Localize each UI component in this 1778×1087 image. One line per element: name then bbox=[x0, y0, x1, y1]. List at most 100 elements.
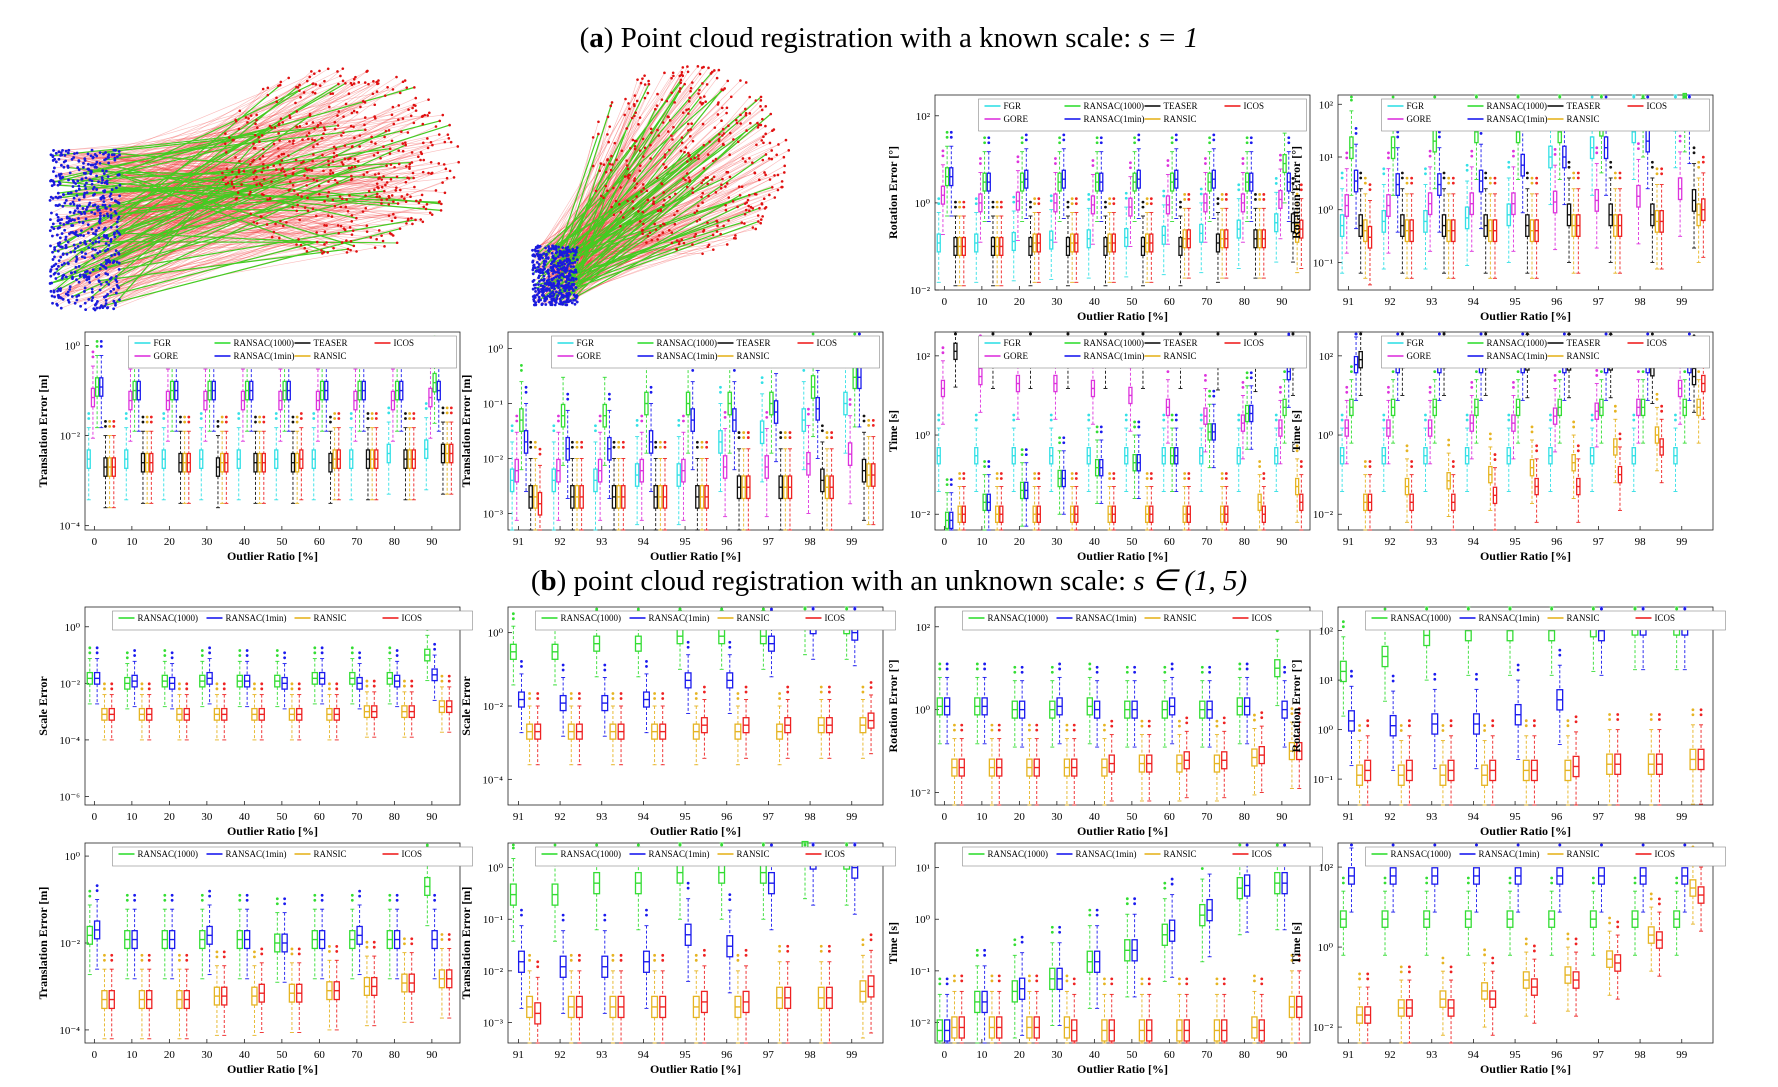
outlier-point bbox=[937, 202, 941, 206]
box-ransic bbox=[369, 412, 375, 501]
legend-item: GORE bbox=[154, 351, 179, 361]
legend-item: RANSIC bbox=[1567, 114, 1600, 124]
box-icos bbox=[1224, 193, 1229, 279]
outlier-point bbox=[1488, 176, 1492, 180]
outlier-point bbox=[274, 417, 278, 420]
box-icos bbox=[1149, 197, 1154, 283]
x-tick-label: 30 bbox=[201, 536, 213, 548]
outlier-point bbox=[1099, 136, 1103, 140]
outlier-point bbox=[220, 420, 224, 424]
outlier-point bbox=[1363, 176, 1367, 180]
outlier-point bbox=[374, 417, 378, 420]
outlier-point bbox=[141, 420, 145, 424]
outlier-point bbox=[254, 420, 257, 424]
box-ransac-1min- bbox=[1478, 127, 1484, 230]
box-fgr bbox=[1049, 194, 1054, 280]
outlier-point bbox=[95, 339, 99, 343]
x-axis-label: Outlier Ratio [%] bbox=[227, 549, 318, 563]
outlier-point bbox=[1095, 141, 1099, 145]
outlier-point bbox=[1572, 171, 1576, 175]
outlier-point bbox=[1108, 197, 1112, 201]
outlier-point bbox=[1129, 166, 1132, 170]
outlier-point bbox=[112, 425, 116, 428]
outlier-point bbox=[1368, 188, 1372, 192]
box-ransac-1000- bbox=[1207, 136, 1212, 222]
outlier-point bbox=[262, 420, 266, 424]
outlier-line bbox=[114, 132, 310, 159]
box-fgr bbox=[1339, 171, 1345, 274]
box-ransic bbox=[1446, 176, 1451, 279]
outlier-point bbox=[1216, 197, 1220, 201]
box-fgr bbox=[199, 412, 204, 501]
point-cloud-figure-1 bbox=[48, 67, 460, 312]
outlier-point bbox=[295, 420, 299, 424]
outlier-point bbox=[108, 420, 112, 423]
outlier-point bbox=[1391, 95, 1395, 99]
legend-item: RANSAC(1min) bbox=[1084, 114, 1145, 124]
box-teaser bbox=[1525, 171, 1530, 274]
box-icos bbox=[961, 200, 966, 287]
outlier-point bbox=[1516, 95, 1520, 99]
outlier-point bbox=[112, 420, 116, 423]
box-ransic bbox=[1613, 171, 1618, 274]
outlier-point bbox=[1279, 153, 1282, 157]
outlier-point bbox=[1465, 168, 1469, 172]
outlier-point bbox=[1637, 147, 1640, 151]
legend-item: GORE bbox=[1004, 114, 1029, 124]
outlier-point bbox=[1249, 136, 1253, 140]
box-ransic bbox=[219, 415, 225, 504]
box-icos bbox=[186, 415, 191, 504]
box-ransac-1min- bbox=[1353, 127, 1359, 230]
outlier-point bbox=[1447, 181, 1451, 185]
x-tick-label: 60 bbox=[314, 536, 326, 548]
legend: FGR RANSAC(1000) TEASER ICOS GORE RANSAC(1min… bbox=[978, 98, 1307, 132]
x-tick-label: 0 bbox=[92, 536, 98, 548]
box-ransic bbox=[1654, 167, 1660, 270]
box-ransic bbox=[1144, 197, 1150, 283]
box-fgr bbox=[1199, 187, 1204, 274]
box-teaser bbox=[1691, 146, 1697, 249]
section-b-text: point cloud registration with an unknown… bbox=[573, 565, 1134, 597]
outlier-point bbox=[366, 417, 370, 420]
outlier-point bbox=[1433, 95, 1437, 99]
box-ransic bbox=[332, 412, 337, 501]
x-tick-label: 50 bbox=[276, 536, 288, 548]
outlier-point bbox=[1279, 158, 1282, 162]
x-axis-label: Outlier Ratio [%] bbox=[1077, 309, 1168, 323]
outlier-point bbox=[1530, 181, 1534, 185]
outlier-point bbox=[1484, 171, 1488, 175]
outlier-point bbox=[1104, 205, 1107, 209]
box-gore bbox=[1053, 157, 1058, 243]
outlier-point bbox=[524, 390, 528, 394]
outlier-point bbox=[449, 406, 453, 410]
outlier-point bbox=[1447, 176, 1451, 180]
box-fgr bbox=[1464, 163, 1470, 266]
box-icos bbox=[374, 412, 379, 501]
outlier-point bbox=[1600, 95, 1603, 99]
box-fgr bbox=[236, 412, 241, 501]
outlier-point bbox=[404, 417, 407, 420]
outlier-point bbox=[1124, 191, 1128, 195]
outlier-point bbox=[104, 420, 107, 423]
outlier-line bbox=[88, 142, 431, 165]
outlier-point bbox=[1216, 202, 1220, 206]
box-gore bbox=[1594, 146, 1600, 249]
x-tick-label: 0 bbox=[942, 296, 948, 308]
outlier-point bbox=[1029, 200, 1032, 204]
box-teaser bbox=[953, 200, 958, 287]
outlier-point bbox=[91, 355, 95, 359]
box-ransac-1min- bbox=[1211, 133, 1216, 219]
outlier-point bbox=[274, 412, 278, 415]
x-tick-label: 91 bbox=[1343, 296, 1354, 308]
outlier-point bbox=[1204, 157, 1207, 160]
outlier-point bbox=[1087, 198, 1091, 201]
outlier-point bbox=[162, 417, 166, 420]
outlier-point bbox=[954, 200, 957, 204]
box-gore bbox=[1090, 159, 1096, 245]
box-icos bbox=[1186, 193, 1191, 279]
outlier-point bbox=[1062, 138, 1066, 142]
box-fgr bbox=[161, 412, 166, 501]
outlier-point bbox=[1493, 181, 1497, 185]
outlier-line bbox=[89, 146, 353, 204]
box-ransac-1min- bbox=[1136, 133, 1141, 219]
